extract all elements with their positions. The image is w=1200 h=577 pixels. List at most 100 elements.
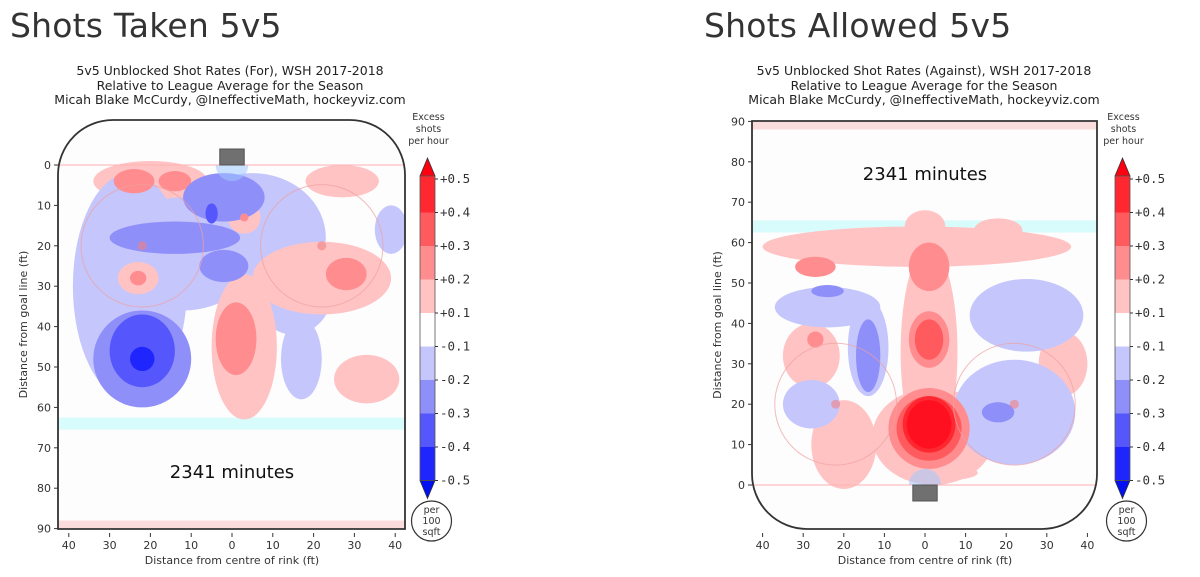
colorbar-band (1115, 176, 1130, 213)
colorbar-band (420, 313, 435, 347)
contour-excess (325, 257, 367, 291)
colorbar-title: shots (1111, 124, 1137, 135)
y-tick-label: 70 (37, 442, 51, 455)
colorbar-band (420, 447, 435, 481)
colorbar-band (1115, 313, 1130, 347)
y-tick-label: 10 (37, 199, 51, 212)
goal-net (912, 484, 938, 502)
minutes-annotation: 2341 minutes (863, 164, 987, 185)
minutes-annotation: 2341 minutes (170, 462, 294, 483)
colorbar-tick-label: -0.1 (440, 339, 470, 354)
y-tick-label: 0 (44, 159, 51, 172)
colorbar-band (420, 246, 435, 280)
plot-shots-against: 2341 minutes 0 10 20 30 40 50 60 70 80 90 40 30 20 10 0… (711, 115, 1098, 567)
faceoff-dot (1009, 399, 1019, 409)
colorbar-band (1115, 246, 1130, 280)
contour-excess (973, 218, 1023, 243)
colorbar-title: per hour (408, 136, 449, 147)
contour-deficit (109, 221, 241, 254)
colorbar-band (1115, 447, 1130, 481)
y-tick-label: 50 (37, 361, 51, 374)
y-tick-label: 80 (731, 156, 745, 169)
colorbar-tick-label: +0.3 (1135, 238, 1165, 253)
y-axis-label: Distance from goal line (ft) (711, 251, 724, 399)
colorbar-title: per hour (1103, 136, 1144, 147)
colorbar-band (1115, 413, 1130, 447)
colorbar-band (420, 279, 435, 313)
contour-deficit (855, 319, 881, 393)
contour-deficit (969, 278, 1084, 352)
faceoff-circle (80, 184, 204, 308)
colorbar-tick-label: +0.3 (440, 238, 470, 253)
contour-excess (782, 323, 840, 389)
x-tick-label: 10 (266, 539, 280, 552)
x-tick-label: 30 (103, 539, 117, 552)
y-tick-label: 60 (37, 401, 51, 414)
unit-label: 100 (1117, 516, 1135, 527)
unit-label: 100 (422, 516, 440, 527)
contour-excess (914, 319, 944, 360)
contour-excess (904, 210, 946, 243)
colorbar-tick-label: +0.5 (440, 171, 470, 186)
faceoff-circle (260, 184, 384, 308)
colorbar-tick-label: -0.5 (440, 473, 470, 488)
x-axis-label: Distance from centre of rink (ft) (838, 554, 1012, 567)
red-line-zone (58, 520, 405, 529)
contour-excess (215, 302, 257, 376)
y-tick-label: 30 (37, 280, 51, 293)
y-tick-label: 30 (731, 358, 745, 371)
colorbar-band (420, 380, 435, 414)
x-tick-label: 20 (307, 539, 321, 552)
colorbar-tick-label: -0.4 (440, 439, 470, 454)
colorbar-tick-label: -0.3 (1135, 406, 1165, 421)
plot-shots-for: 2341 minutes 0 10 20 30 40 50 60 70 80 90 40 30 20 10 0… (17, 119, 406, 567)
contour-deficit (130, 346, 155, 372)
unit-badge (410, 500, 453, 542)
colorbar-band (1115, 346, 1130, 380)
contour-deficit (981, 402, 1015, 423)
y-tick-label: 0 (738, 479, 745, 492)
x-axis-label: Distance from centre of rink (ft) (145, 554, 319, 567)
colorbar-tick-label: -0.2 (1135, 372, 1165, 387)
y-tick-label: 10 (731, 439, 745, 452)
contour-excess (305, 165, 379, 198)
y-tick-label: 60 (731, 237, 745, 250)
colorbar-tick-label: -0.1 (1135, 339, 1165, 354)
contour-excess (908, 242, 950, 292)
blue-line (58, 417, 405, 430)
colorbar-band (420, 346, 435, 380)
contour-deficit (811, 285, 844, 298)
faceoff-circle (952, 342, 1076, 466)
heatmap-layer (58, 160, 405, 529)
x-tick-label: 30 (1040, 539, 1054, 552)
faceoff-dot (831, 399, 841, 409)
colorbar-tick-label: -0.4 (1135, 439, 1165, 454)
x-tick-label: 10 (184, 539, 198, 552)
colorbar-extend-top (1114, 156, 1131, 177)
contour-deficit (782, 379, 840, 429)
x-tick-label: 10 (877, 539, 891, 552)
y-tick-label: 70 (731, 196, 745, 209)
x-tick-label: 20 (837, 539, 851, 552)
colorbar-title: Excess (412, 112, 444, 123)
y-tick-label: 90 (37, 523, 51, 536)
colorbar-band (420, 413, 435, 447)
contour-deficit (374, 205, 405, 254)
colorbar-extend-bottom (1114, 480, 1131, 500)
heading-shots-allowed: Shots Allowed 5v5 (704, 6, 1012, 45)
colorbar-extend-bottom (419, 480, 436, 500)
faceoff-circle (774, 342, 898, 466)
colorbar-tick-label: -0.2 (440, 372, 470, 387)
x-tick-label: 0 (922, 539, 929, 552)
contour-deficit (183, 173, 265, 222)
rink-boards (751, 120, 1098, 530)
x-tick-label: 40 (388, 539, 402, 552)
contour-excess (252, 241, 392, 315)
colorbar-title: shots (416, 124, 442, 135)
goal-net (219, 148, 245, 166)
colorbar-tick-label: +0.1 (1135, 305, 1165, 320)
colorbar-title: Excess (1107, 112, 1139, 123)
colorbar-tick-label: +0.4 (440, 205, 470, 220)
x-tick-label: 40 (62, 539, 76, 552)
